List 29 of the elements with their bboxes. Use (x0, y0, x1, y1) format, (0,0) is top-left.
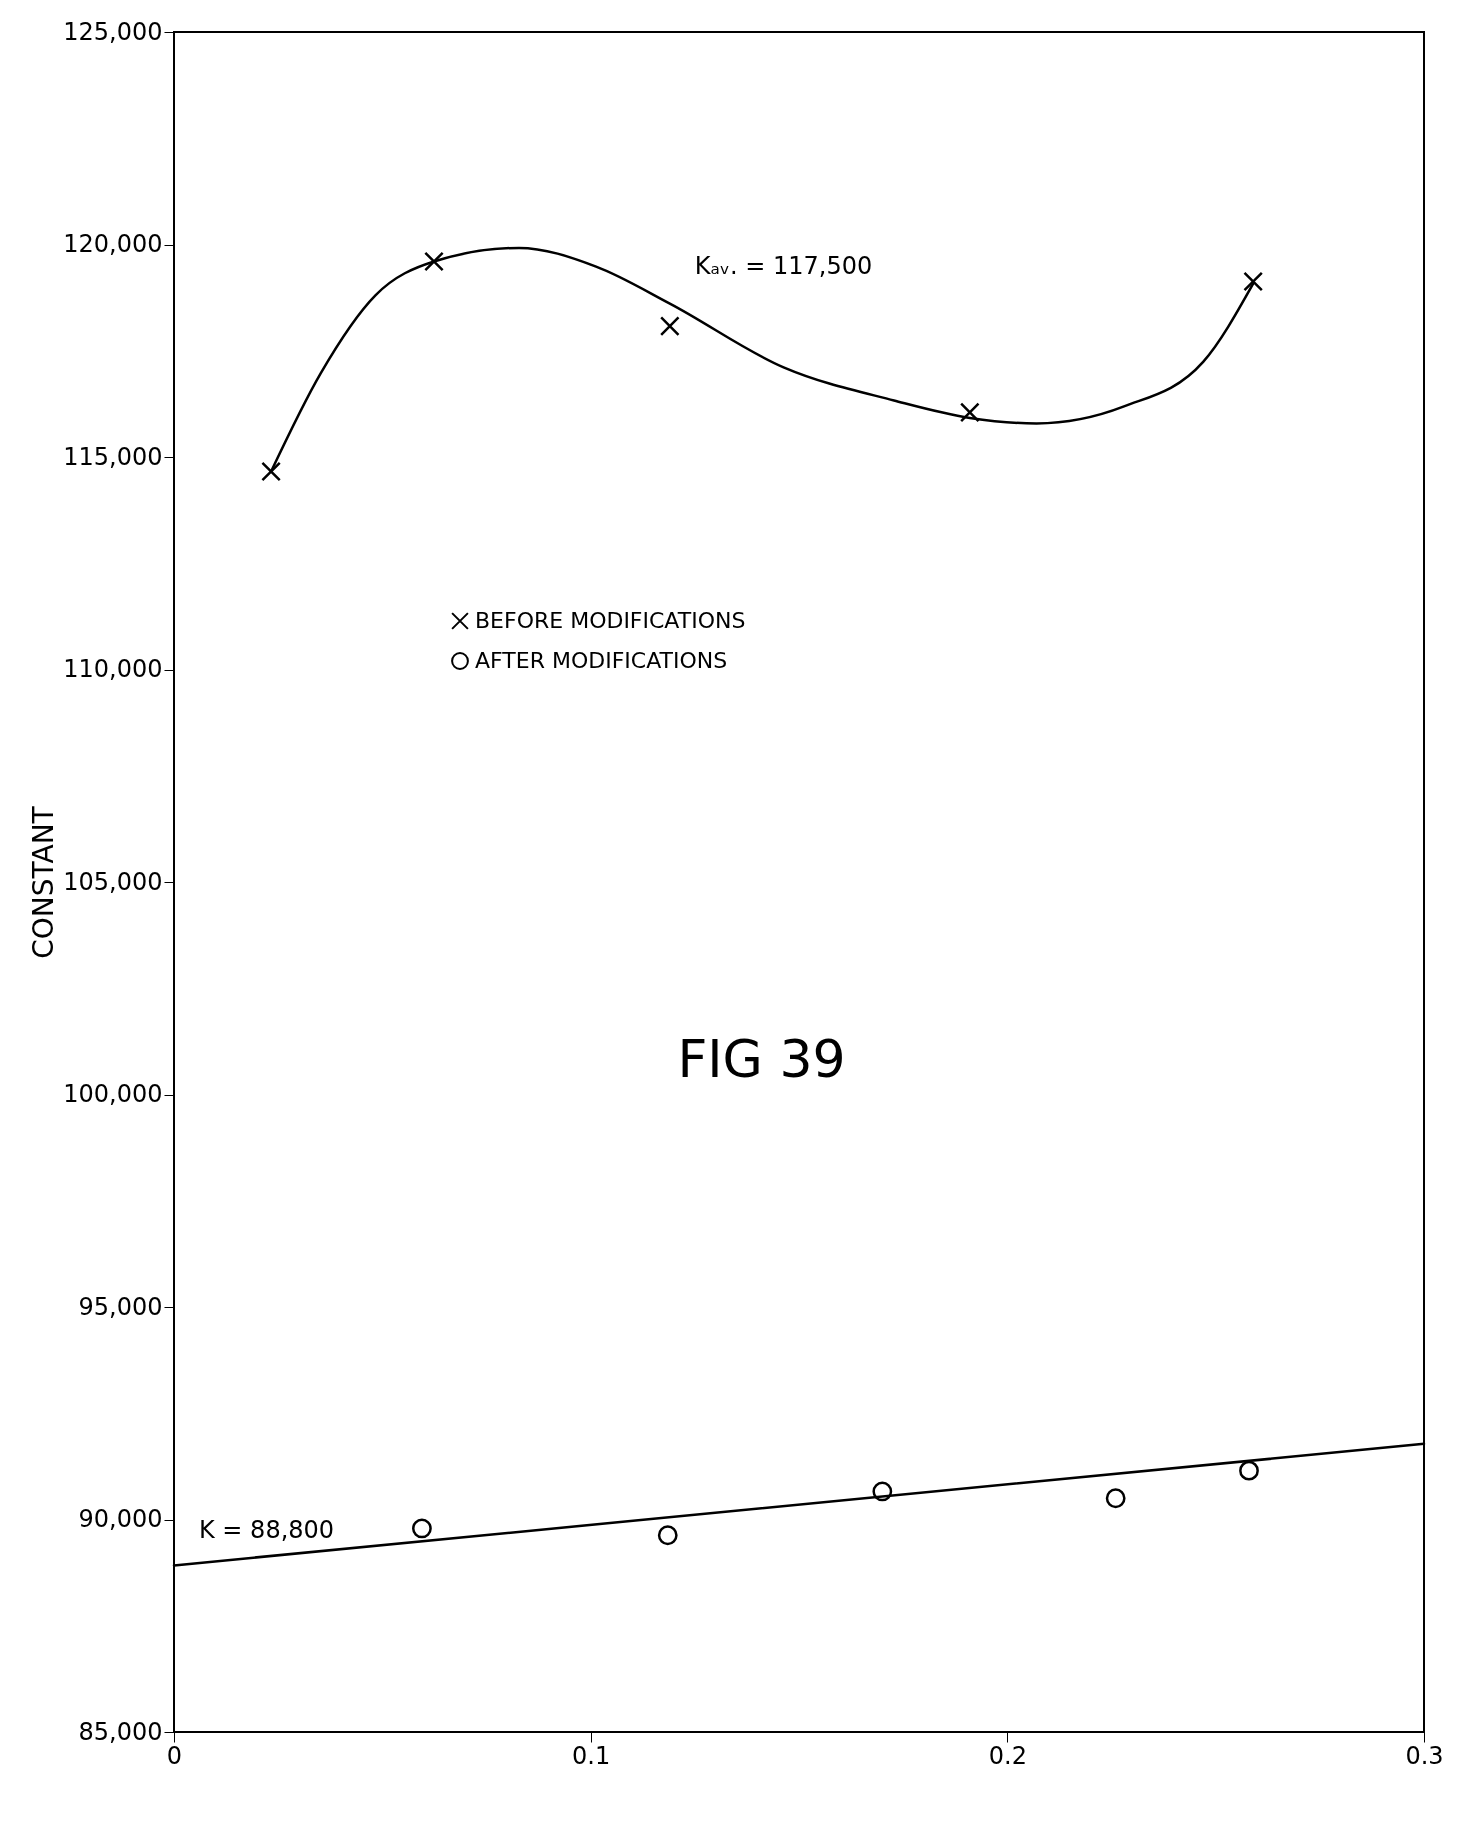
point (1243, 271, 1264, 292)
y-tick-label: 95,000 (78, 1292, 163, 1321)
point (657, 1525, 678, 1546)
y-tick-label: 105,000 (63, 867, 163, 896)
text: FIG 39 (677, 1028, 846, 1089)
legend-label: AFTER MODIFICATIONS (475, 648, 728, 673)
y-axis-title: CONSTANT (27, 805, 61, 959)
x-tick-label: 0.3 (1405, 1741, 1444, 1770)
y-tick-label: 90,000 (78, 1505, 163, 1533)
point (659, 316, 680, 337)
point (1105, 1488, 1126, 1509)
point (261, 461, 281, 482)
y-tick-label: 110,000 (63, 655, 163, 683)
annotation: K = 88,800 (199, 1516, 335, 1545)
point (872, 1481, 893, 1502)
y-tick-label: 115,000 (63, 442, 163, 471)
x-tick-label: 0.2 (988, 1741, 1027, 1770)
y-tick-label: 120,000 (63, 230, 163, 258)
y-tick-label: 85,000 (78, 1717, 163, 1746)
point (1239, 1460, 1259, 1481)
point (412, 1518, 432, 1539)
point (959, 402, 980, 423)
point (424, 251, 444, 272)
x-tick-label: 0.1 (572, 1741, 611, 1770)
x-tick-label: 0 (166, 1741, 183, 1770)
legend-label: BEFORE MODIFICATIONS (475, 608, 746, 633)
annotation: Kₐᵥ. = 117,500 (694, 252, 873, 281)
y-tick-label: 125,000 (63, 17, 163, 46)
y-tick-label: 100,000 (63, 1080, 163, 1108)
